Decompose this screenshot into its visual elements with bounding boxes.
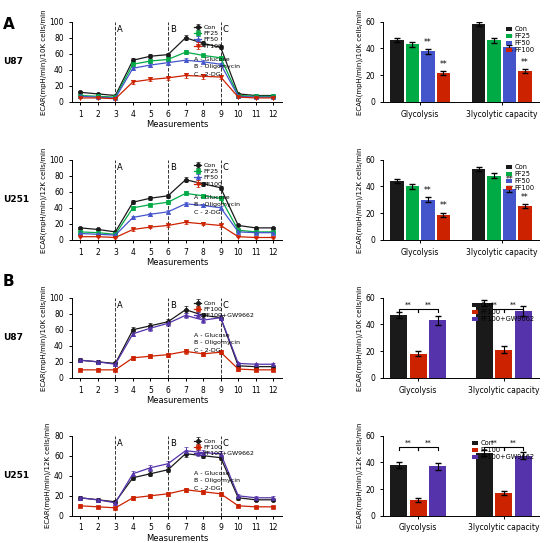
Text: C: C (222, 301, 228, 310)
Bar (515, 311, 532, 378)
Text: A - Glucose
B - Oligomycin
C - 2-DG: A - Glucose B - Oligomycin C - 2-DG (194, 195, 240, 215)
Bar (518, 71, 532, 102)
Text: **: ** (510, 440, 517, 446)
Y-axis label: ECAR(mpH/min)/12K cells/min: ECAR(mpH/min)/12K cells/min (40, 147, 47, 252)
Text: A: A (117, 163, 123, 172)
Text: **: ** (439, 60, 447, 68)
Bar (487, 176, 501, 240)
Text: A: A (3, 17, 14, 33)
Bar (471, 24, 486, 102)
Bar (430, 320, 447, 378)
Text: B: B (3, 274, 14, 289)
Y-axis label: ECAR(mpH/min)/12K cells/min: ECAR(mpH/min)/12K cells/min (356, 147, 363, 252)
Bar (495, 350, 512, 378)
Bar (405, 186, 420, 240)
Text: **: ** (491, 440, 497, 446)
Legend: Con, FF100, FF100+GW9662: Con, FF100, FF100+GW9662 (471, 439, 536, 462)
Legend: Con, FF100, FF100+GW9662: Con, FF100, FF100+GW9662 (192, 299, 255, 320)
Text: A - Glucose
B - Oligomycin
C - 2-DG: A - Glucose B - Oligomycin C - 2-DG (194, 57, 240, 77)
Y-axis label: ECAR(mpH/min)/10K cells/min: ECAR(mpH/min)/10K cells/min (40, 9, 47, 115)
Text: B: B (170, 163, 175, 172)
Text: **: ** (405, 302, 412, 308)
Text: A - Glucose
B - Oligomycin
C - 2-DG: A - Glucose B - Oligomycin C - 2-DG (194, 471, 240, 491)
Bar (410, 500, 427, 516)
X-axis label: Measurements: Measurements (146, 534, 208, 543)
Bar (437, 73, 450, 102)
Text: **: ** (405, 440, 412, 446)
Bar (503, 189, 516, 240)
Bar (476, 303, 493, 378)
Bar (471, 169, 486, 240)
Y-axis label: ECAR(mpH/min)/10K cells/min: ECAR(mpH/min)/10K cells/min (40, 285, 47, 390)
Bar (421, 200, 435, 240)
Legend: Con, FF100, FF100+GW9662: Con, FF100, FF100+GW9662 (192, 437, 255, 458)
Text: C: C (222, 439, 228, 448)
Text: C: C (222, 163, 228, 172)
Text: B: B (170, 25, 175, 34)
Bar (390, 181, 404, 240)
Bar (430, 466, 447, 516)
Bar (390, 40, 404, 102)
Text: **: ** (521, 193, 529, 203)
Legend: Con, FF25, FF50, FF100: Con, FF25, FF50, FF100 (505, 25, 536, 55)
Bar (390, 315, 407, 378)
Bar (515, 456, 532, 516)
Text: **: ** (491, 302, 497, 308)
Legend: Con, FF25, FF50, FF100: Con, FF25, FF50, FF100 (192, 23, 223, 50)
Text: U251: U251 (3, 195, 29, 204)
Text: **: ** (439, 201, 447, 211)
Text: U251: U251 (3, 471, 29, 480)
Text: A - Glucose
B - Oligomycin
C - 2-DG: A - Glucose B - Oligomycin C - 2-DG (194, 333, 240, 353)
Y-axis label: ECAR(mpH/min)/10K cells/min: ECAR(mpH/min)/10K cells/min (356, 9, 363, 115)
Bar (503, 47, 516, 102)
Text: A: A (117, 25, 123, 34)
Text: **: ** (425, 440, 431, 446)
Text: **: ** (505, 175, 513, 185)
X-axis label: Measurements: Measurements (146, 120, 208, 129)
Text: A: A (117, 439, 123, 448)
Bar (487, 40, 501, 102)
Y-axis label: ECAR(mpH/min)/12K cells/min: ECAR(mpH/min)/12K cells/min (45, 423, 51, 528)
X-axis label: Measurements: Measurements (146, 396, 208, 405)
Bar (495, 493, 512, 516)
Text: A: A (117, 301, 123, 310)
Text: **: ** (425, 302, 431, 308)
Text: **: ** (510, 302, 517, 308)
Legend: Con, FF25, FF50, FF100: Con, FF25, FF50, FF100 (505, 163, 536, 193)
Legend: Con, FF25, FF50, FF100: Con, FF25, FF50, FF100 (192, 161, 223, 188)
Text: **: ** (424, 37, 432, 47)
Bar (476, 453, 493, 516)
Bar (437, 214, 450, 240)
Text: C: C (222, 25, 228, 34)
Text: U87: U87 (3, 58, 23, 66)
Legend: Con, FF100, FF100+GW9662: Con, FF100, FF100+GW9662 (471, 301, 536, 324)
Text: **: ** (521, 58, 529, 67)
Bar (421, 51, 435, 102)
Bar (405, 45, 420, 102)
Bar (410, 354, 427, 378)
Bar (518, 206, 532, 240)
Text: B: B (170, 439, 175, 448)
Text: **: ** (505, 34, 513, 43)
Y-axis label: ECAR(mpH/min)/10K cells/min: ECAR(mpH/min)/10K cells/min (356, 285, 363, 390)
Bar (390, 465, 407, 516)
Y-axis label: ECAR(mpH/min)/12K cells/min: ECAR(mpH/min)/12K cells/min (356, 423, 363, 528)
Text: **: ** (424, 186, 432, 195)
X-axis label: Measurements: Measurements (146, 258, 208, 267)
Text: U87: U87 (3, 333, 23, 342)
Text: B: B (170, 301, 175, 310)
